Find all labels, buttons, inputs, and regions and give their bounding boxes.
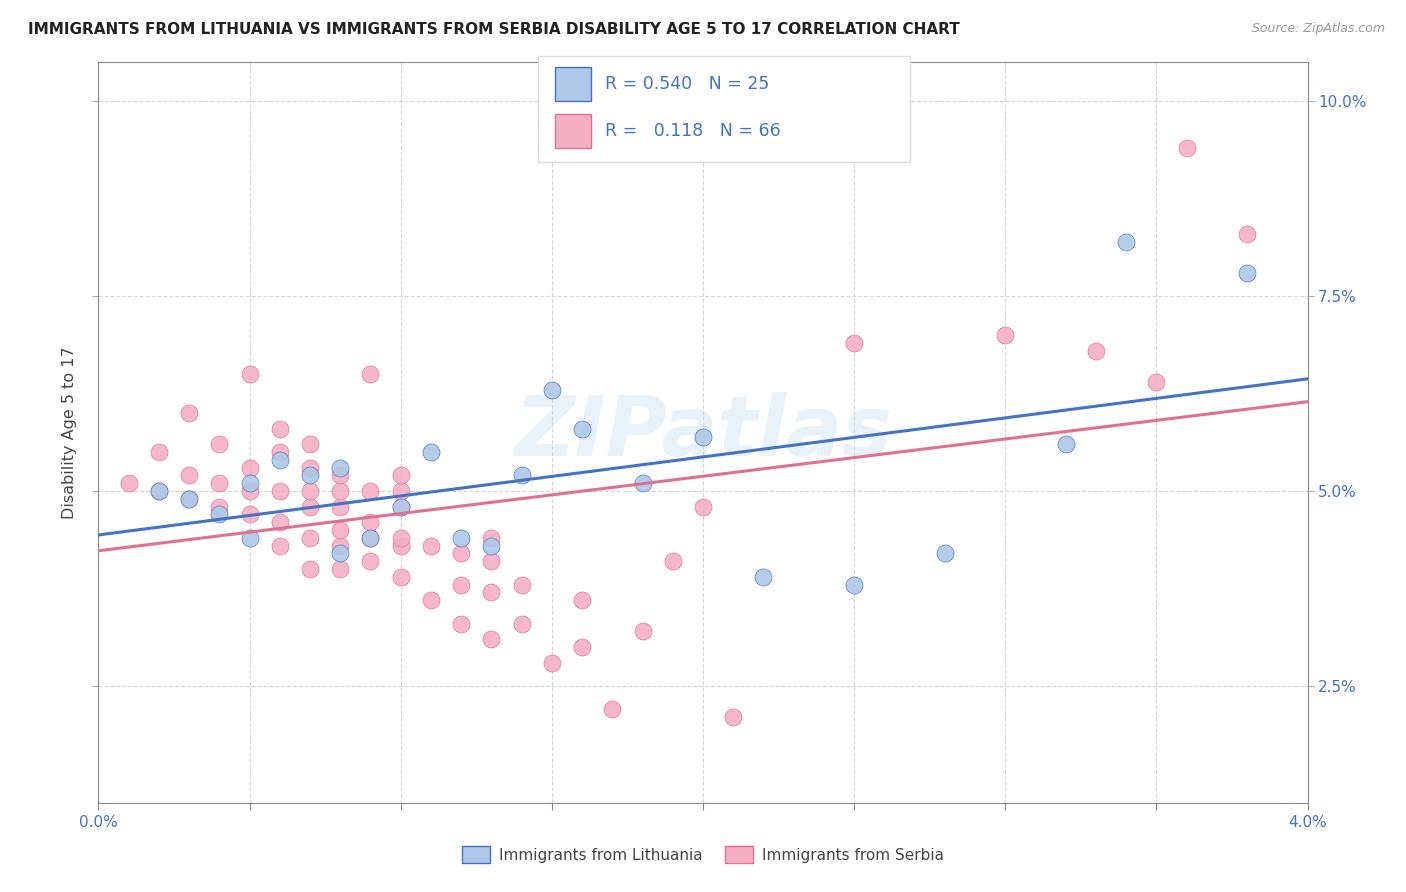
Point bbox=[661, 554, 683, 568]
Point bbox=[1115, 235, 1137, 249]
Point bbox=[510, 577, 533, 591]
Point bbox=[389, 484, 412, 499]
Point bbox=[299, 437, 322, 451]
Point bbox=[692, 500, 714, 514]
Point bbox=[179, 491, 201, 506]
Point bbox=[239, 460, 262, 475]
Point bbox=[329, 539, 352, 553]
Point bbox=[389, 468, 412, 483]
Point bbox=[389, 500, 412, 514]
Point bbox=[420, 445, 443, 459]
Point bbox=[1236, 227, 1258, 241]
Point bbox=[148, 484, 170, 499]
Point bbox=[420, 593, 443, 607]
Point bbox=[329, 484, 352, 499]
Point bbox=[299, 500, 322, 514]
Text: ZIPatlas: ZIPatlas bbox=[515, 392, 891, 473]
Point bbox=[269, 539, 291, 553]
Point bbox=[269, 453, 291, 467]
Point bbox=[631, 624, 654, 639]
Point bbox=[723, 710, 745, 724]
Point bbox=[208, 476, 231, 491]
Point bbox=[1236, 266, 1258, 280]
Point bbox=[540, 656, 562, 670]
Point bbox=[692, 429, 714, 443]
Y-axis label: Disability Age 5 to 17: Disability Age 5 to 17 bbox=[62, 346, 77, 519]
Point bbox=[510, 616, 533, 631]
Point bbox=[844, 577, 866, 591]
Text: Source: ZipAtlas.com: Source: ZipAtlas.com bbox=[1251, 22, 1385, 36]
Point bbox=[329, 562, 352, 576]
Point bbox=[389, 539, 412, 553]
Legend: Immigrants from Lithuania, Immigrants from Serbia: Immigrants from Lithuania, Immigrants fr… bbox=[456, 840, 950, 869]
Point bbox=[299, 562, 322, 576]
Point bbox=[239, 484, 262, 499]
Point bbox=[602, 702, 624, 716]
Point bbox=[571, 640, 593, 654]
Point bbox=[148, 445, 170, 459]
Point bbox=[389, 570, 412, 584]
Point bbox=[329, 468, 352, 483]
Point bbox=[481, 531, 503, 545]
Point bbox=[239, 476, 262, 491]
Point bbox=[148, 484, 170, 499]
Point bbox=[118, 476, 141, 491]
Text: R =   0.118   N = 66: R = 0.118 N = 66 bbox=[605, 122, 780, 140]
Point bbox=[269, 422, 291, 436]
Point bbox=[329, 523, 352, 537]
Point bbox=[269, 484, 291, 499]
Point bbox=[299, 460, 322, 475]
Point bbox=[299, 468, 322, 483]
Point bbox=[299, 531, 322, 545]
Point bbox=[481, 585, 503, 599]
Point bbox=[1085, 343, 1108, 358]
Point bbox=[389, 531, 412, 545]
Point bbox=[329, 500, 352, 514]
Point bbox=[420, 539, 443, 553]
Point bbox=[571, 593, 593, 607]
Text: R = 0.540   N = 25: R = 0.540 N = 25 bbox=[605, 75, 769, 93]
Point bbox=[360, 531, 382, 545]
Point bbox=[571, 422, 593, 436]
Point bbox=[1054, 437, 1077, 451]
Point bbox=[450, 616, 472, 631]
Point bbox=[239, 508, 262, 522]
Point bbox=[360, 531, 382, 545]
Text: IMMIGRANTS FROM LITHUANIA VS IMMIGRANTS FROM SERBIA DISABILITY AGE 5 TO 17 CORRE: IMMIGRANTS FROM LITHUANIA VS IMMIGRANTS … bbox=[28, 22, 960, 37]
Point bbox=[299, 484, 322, 499]
Point bbox=[389, 500, 412, 514]
Point bbox=[360, 484, 382, 499]
Point bbox=[179, 491, 201, 506]
Point bbox=[934, 546, 956, 560]
Point bbox=[1175, 141, 1198, 155]
Point bbox=[179, 406, 201, 420]
Point bbox=[360, 515, 382, 529]
Point bbox=[481, 632, 503, 647]
Point bbox=[994, 328, 1017, 343]
Point bbox=[844, 336, 866, 351]
Point bbox=[510, 468, 533, 483]
Point bbox=[631, 476, 654, 491]
Point bbox=[481, 539, 503, 553]
Point bbox=[208, 437, 231, 451]
Point bbox=[269, 445, 291, 459]
Point bbox=[208, 500, 231, 514]
Point bbox=[239, 531, 262, 545]
Point bbox=[450, 531, 472, 545]
Point bbox=[269, 515, 291, 529]
Point bbox=[1146, 375, 1168, 389]
Point bbox=[450, 577, 472, 591]
Point bbox=[179, 468, 201, 483]
Point bbox=[329, 546, 352, 560]
Point bbox=[360, 367, 382, 381]
Point bbox=[360, 554, 382, 568]
Point bbox=[329, 460, 352, 475]
Point bbox=[752, 570, 775, 584]
Point bbox=[540, 383, 562, 397]
Point bbox=[208, 508, 231, 522]
Point bbox=[481, 554, 503, 568]
Point bbox=[450, 546, 472, 560]
Point bbox=[239, 367, 262, 381]
